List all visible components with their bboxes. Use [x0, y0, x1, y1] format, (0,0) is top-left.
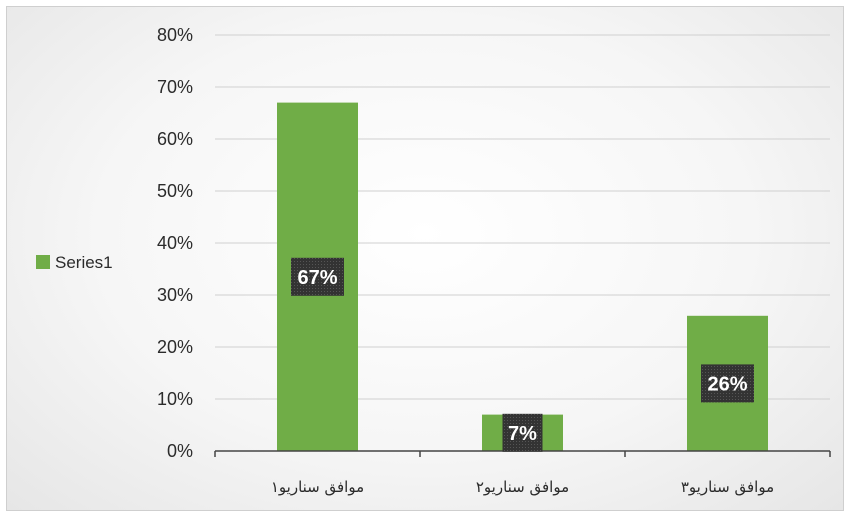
y-tick-label: 20%: [157, 337, 193, 357]
x-axis: [214, 450, 831, 457]
y-tick-label: 80%: [157, 25, 193, 45]
y-tick-label: 50%: [157, 181, 193, 201]
y-tick-label: 40%: [157, 233, 193, 253]
data-label: 26%: [707, 373, 747, 395]
y-axis-ticks: 0% 10% 20% 30% 40% 50% 60% 70% 80%: [157, 25, 193, 461]
data-label-box: [291, 257, 344, 296]
data-label: 67%: [297, 267, 337, 289]
legend-label: Series1: [55, 253, 113, 272]
y-tick-label: 70%: [157, 77, 193, 97]
legend: Series1: [36, 253, 113, 272]
x-category-label: موافق سناریو۳: [681, 478, 774, 496]
y-tick-label: 0%: [167, 441, 193, 461]
legend-swatch: [36, 255, 50, 269]
y-tick-label: 10%: [157, 389, 193, 409]
data-label-box: [701, 364, 754, 403]
y-tick-label: 60%: [157, 129, 193, 149]
data-label: 7%: [508, 423, 537, 445]
category-labels: موافق سناریو۱ موافق سناریو۲ موافق سناریو۳: [271, 478, 774, 496]
data-label-box: [502, 413, 543, 452]
y-tick-label: 30%: [157, 285, 193, 305]
x-category-label: موافق سناریو۲: [476, 478, 569, 496]
data-labels: 67% 7% 26%: [291, 257, 754, 452]
x-category-label: موافق سناریو۱: [271, 478, 364, 496]
